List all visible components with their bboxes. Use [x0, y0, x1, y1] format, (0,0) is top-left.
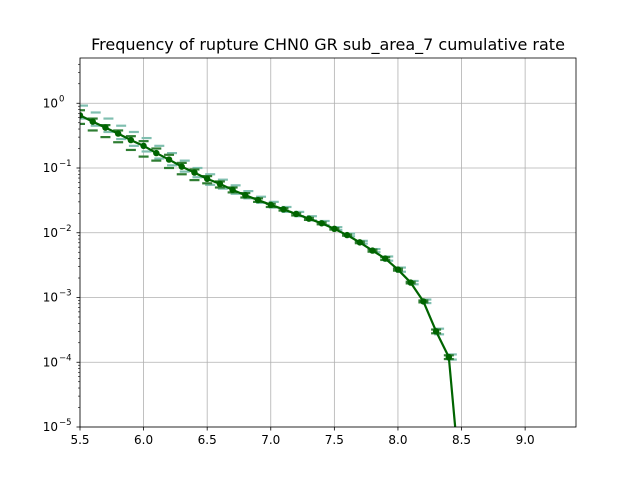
y-tick-exponent: −1 — [59, 159, 72, 169]
x-axis: 5.5 6.0 6.5 7.0 7.5 8.0 8.5 9.0 — [70, 427, 535, 447]
x-tick-label: 9.0 — [516, 433, 535, 447]
y-tick-exponent: 0 — [59, 94, 64, 104]
data-point — [80, 112, 84, 119]
data-point — [293, 210, 300, 218]
y-tick-label: 10 — [43, 161, 58, 175]
data-point — [369, 247, 376, 254]
data-point — [394, 266, 402, 273]
data-point — [280, 206, 287, 213]
plot-area: 5.5 6.0 6.5 7.0 7.5 8.0 8.5 9.010−510−410−310−2… — [43, 57, 577, 447]
y-tick-exponent: −2 — [59, 224, 72, 234]
data-point — [432, 328, 440, 335]
x-tick-label: 8.0 — [388, 433, 407, 447]
data-point — [203, 175, 211, 183]
data-point — [331, 225, 338, 233]
data-point — [165, 156, 173, 163]
y-tick-label: 10 — [43, 355, 58, 369]
chart-title: Frequency of rupture CHN0 GR sub_area_7 … — [91, 35, 565, 55]
x-tick-label: 8.5 — [452, 433, 471, 447]
data-point — [445, 353, 453, 361]
data-point — [127, 136, 135, 144]
x-tick-label: 6.0 — [134, 433, 153, 447]
data-point — [89, 118, 96, 125]
data-point — [407, 279, 414, 286]
data-point — [382, 255, 389, 262]
data-point — [305, 215, 313, 222]
data-point — [216, 180, 224, 188]
y-tick-exponent: −3 — [59, 289, 72, 299]
y-tick-exponent: −5 — [59, 418, 72, 428]
grid-lines — [79, 58, 576, 428]
data-point — [114, 130, 122, 137]
y-tick-label: 10 — [43, 226, 58, 240]
data-point — [318, 220, 325, 227]
x-tick-label: 6.5 — [198, 433, 217, 447]
data-point — [242, 192, 249, 199]
data-point — [343, 231, 351, 239]
data-layer — [80, 104, 457, 427]
y-tick-label: 10 — [43, 291, 58, 305]
x-tick-label: 7.0 — [261, 433, 280, 447]
data-point — [420, 298, 427, 305]
data-point — [191, 169, 198, 176]
x-tick-label: 5.5 — [70, 433, 89, 447]
data-point — [267, 201, 274, 209]
data-point — [178, 163, 185, 170]
y-tick-exponent: −4 — [59, 353, 72, 363]
y-tick-label: 10 — [43, 96, 58, 110]
y-tick-label: 10 — [43, 420, 58, 434]
x-tick-label: 7.5 — [325, 433, 344, 447]
data-point — [140, 142, 147, 150]
data-point — [153, 149, 160, 157]
data-point — [254, 196, 262, 204]
data-point — [229, 186, 236, 194]
data-point — [356, 239, 363, 246]
data-point — [102, 124, 109, 131]
